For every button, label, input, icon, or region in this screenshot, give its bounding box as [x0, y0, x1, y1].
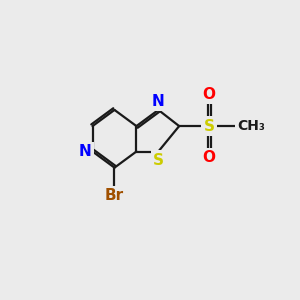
Text: Br: Br	[105, 188, 124, 203]
Text: O: O	[203, 150, 216, 165]
Text: N: N	[79, 144, 92, 159]
Text: S: S	[204, 118, 215, 134]
Text: CH₃: CH₃	[237, 119, 265, 133]
Text: S: S	[153, 153, 164, 168]
Text: O: O	[203, 87, 216, 102]
Text: N: N	[152, 94, 165, 109]
